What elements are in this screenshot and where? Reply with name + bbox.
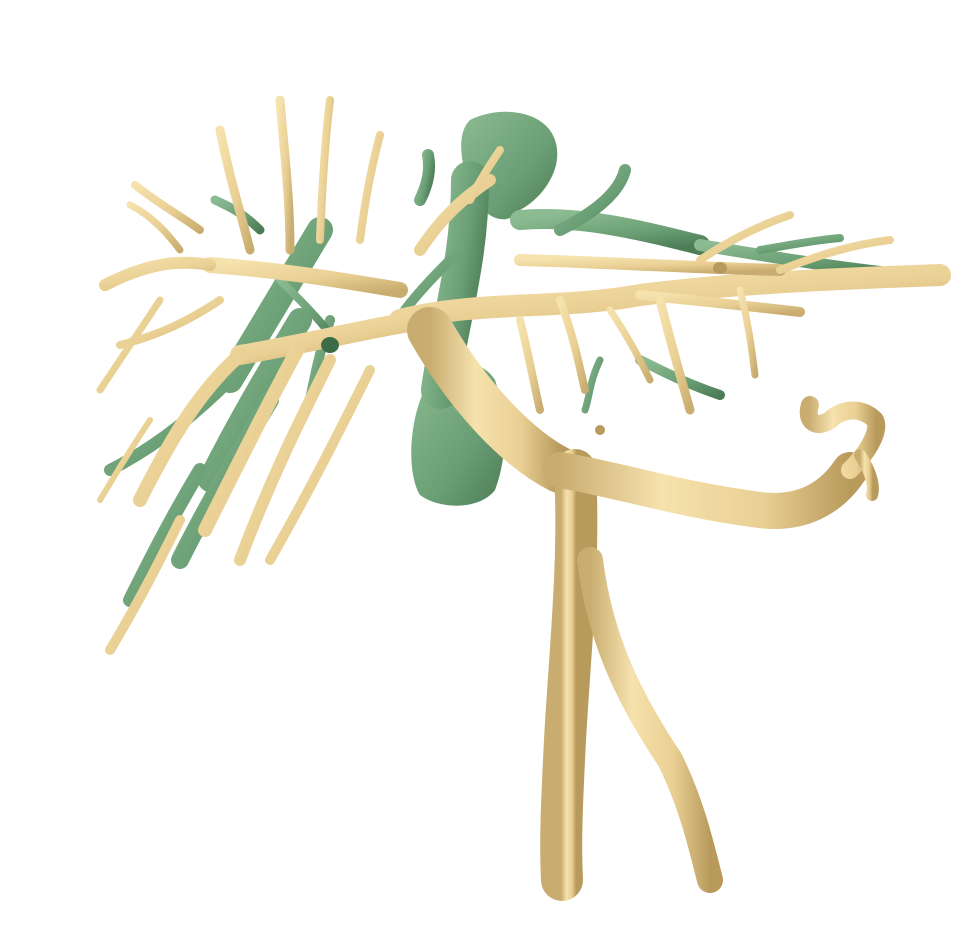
- vessel-shading: [321, 262, 727, 435]
- main-trunk: [407, 307, 886, 901]
- tan-vessel-network: [96, 95, 951, 655]
